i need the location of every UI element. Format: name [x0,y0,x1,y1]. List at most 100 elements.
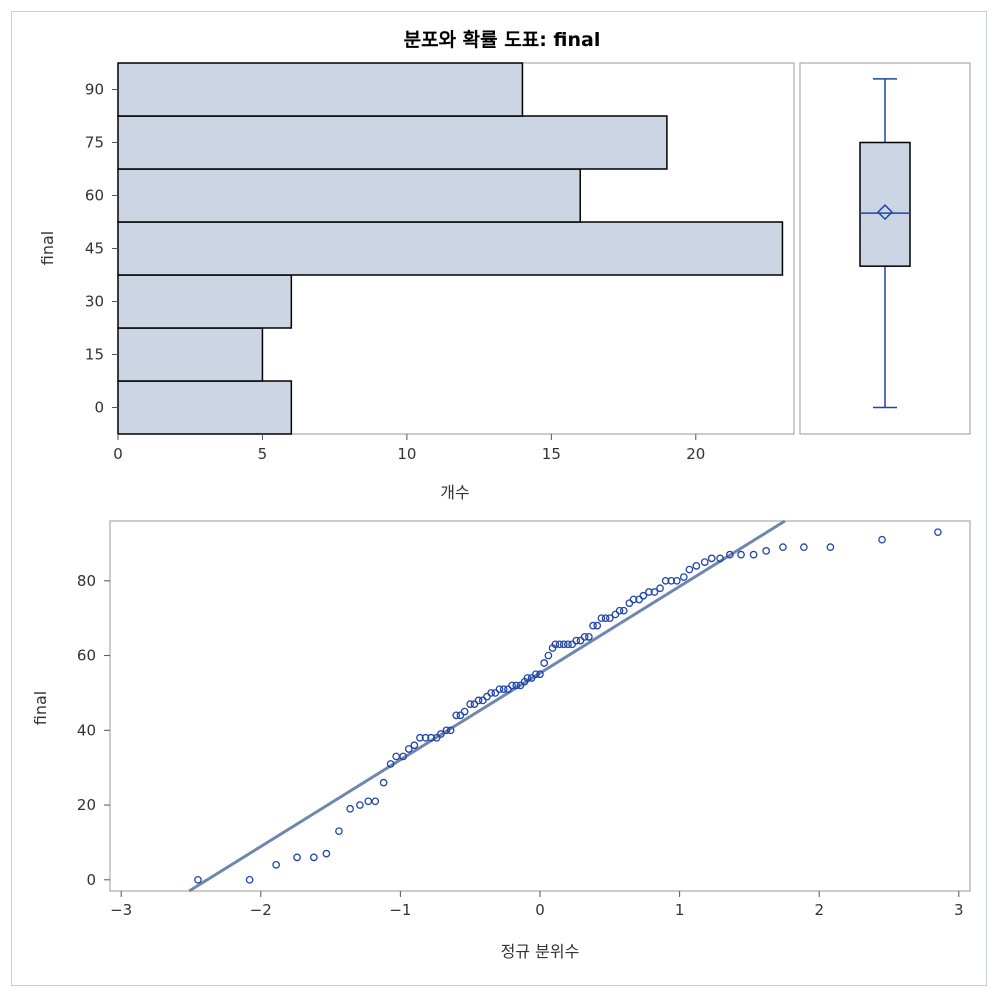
histogram-bar [117,380,293,435]
histogram-bar [117,62,524,117]
qq-data-point [272,860,280,869]
histogram-x-tick-label: 5 [258,445,268,463]
qq-data-point [410,741,419,750]
qq-data-point [667,576,676,585]
histogram-y-tick-label: 0 [94,399,104,417]
histogram-bar [117,115,668,170]
qq-x-tick-label: −3 [110,901,132,919]
histogram-y-tick-label: 75 [85,134,104,152]
qq-data-point [508,681,516,690]
qq-data-point [194,875,202,884]
qq-data-point [555,640,564,649]
qq-data-point [416,733,424,742]
qq-data-point [452,711,461,720]
qq-data-point [580,633,589,641]
qq-data-point [656,584,664,593]
qq-data-point [466,700,475,708]
histogram-x-tick-label: 0 [113,445,123,463]
qq-data-point [826,543,835,552]
qq-data-point [460,707,469,716]
qq-data-point [629,595,638,604]
histogram-bar [117,168,581,223]
qq-y-tick-label: 80 [77,572,96,590]
qq-x-tick-label: 1 [675,901,685,919]
qq-data-point [540,659,549,667]
qq-data-point [639,591,648,600]
histogram-y-tick-label: 15 [85,346,104,364]
qq-data-point [672,576,681,585]
qq-data-point [568,640,576,649]
qq-data-point [661,576,670,585]
qq-data-point [737,550,745,559]
qq-data-point [335,827,343,836]
qq-data-point [559,640,568,649]
qq-y-tick-label: 40 [77,721,96,739]
qq-data-point [346,804,354,813]
qq-x-tick-label: 2 [814,901,824,919]
qq-data-point [650,588,659,596]
qq-data-point [487,689,495,697]
qq-data-point [470,700,479,708]
qq-data-point [293,853,301,862]
qq-data-point [707,554,716,563]
qq-data-point [585,633,593,641]
qq-data-point [564,640,572,649]
qq-data-point [421,733,430,742]
qq-data-point [432,733,441,742]
histogram-y-axis-label: final [38,231,57,265]
histogram-y-tick-label: 45 [85,240,104,258]
qq-data-point [716,554,724,563]
qq-data-point [523,674,532,682]
qq-data-point [404,745,413,753]
qq-data-point [499,685,508,694]
qq-data-point [379,778,388,787]
histogram-bar [117,327,264,382]
qq-data-point [527,674,536,682]
qq-data-point [491,689,500,697]
qq-data-point [762,547,771,555]
histogram-x-tick-label: 10 [397,445,416,463]
qq-data-point [478,696,487,705]
qq-x-tick-label: −2 [250,901,272,919]
qq-data-point [544,651,553,660]
qq-data-point [572,636,581,645]
qq-data-point [512,681,521,690]
qq-plot-panel [109,520,971,892]
histogram-bar [117,274,293,329]
qq-data-point [589,621,597,630]
qq-data-point [322,849,331,858]
qq-data-point [474,696,483,705]
qq-data-point [611,610,620,619]
qq-data-point [800,543,808,552]
qq-data-point [934,528,942,537]
qq-data-point [593,621,602,630]
qq-data-point [245,875,254,884]
qq-y-tick-label: 60 [77,647,96,665]
qq-y-axis-label: final [31,691,50,725]
qq-x-axis-label: 정규 분위수 [501,942,580,961]
chart-title: 분포와 확률 도표: final [404,28,601,51]
qq-data-point [779,543,787,552]
qq-data-point [386,760,395,768]
qq-data-point [597,614,606,623]
qq-data-point [516,681,525,690]
qq-y-tick-label: 0 [86,871,96,889]
histogram-x-tick-label: 20 [686,445,705,463]
qq-data-point [309,853,318,862]
histogram-x-tick-label: 15 [542,445,561,463]
qq-x-tick-label: 3 [954,901,964,919]
histogram-y-tick-label: 60 [85,187,104,205]
qq-data-point [371,797,380,806]
qq-data-point [576,636,585,645]
qq-data-point [685,565,694,574]
qq-data-point [427,733,435,742]
qq-data-point [601,614,610,623]
qq-data-point [437,730,445,738]
qq-data-point [726,550,734,559]
qq-data-point [442,726,451,735]
qq-data-point [615,606,624,615]
qq-data-point [531,670,540,679]
qq-data-point [749,550,758,559]
qq-data-point [700,558,709,566]
